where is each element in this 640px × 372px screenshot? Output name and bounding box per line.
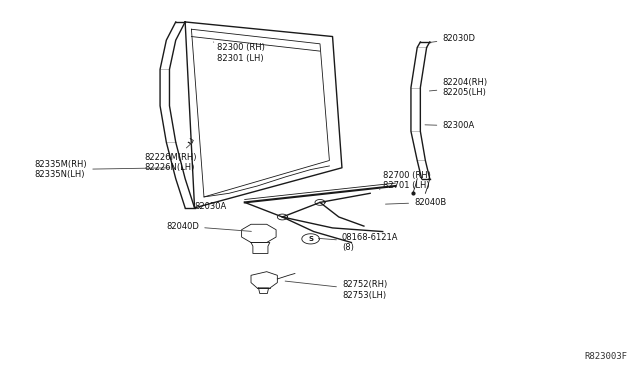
Text: S: S xyxy=(308,236,313,242)
Text: 82300 (RH)
82301 (LH): 82300 (RH) 82301 (LH) xyxy=(213,42,264,62)
Text: 82226M(RH)
82226N(LH): 82226M(RH) 82226N(LH) xyxy=(145,142,197,172)
Text: 82030A: 82030A xyxy=(195,202,227,211)
Text: 08168-6121A
(8): 08168-6121A (8) xyxy=(318,233,399,252)
Text: 82040B: 82040B xyxy=(385,198,446,207)
Text: 82030D: 82030D xyxy=(431,34,476,43)
Text: 82204(RH)
82205(LH): 82204(RH) 82205(LH) xyxy=(429,78,488,97)
Text: 82752(RH)
82753(LH): 82752(RH) 82753(LH) xyxy=(285,280,387,299)
Text: R823003F: R823003F xyxy=(584,352,627,361)
Text: 82335M(RH)
82335N(LH): 82335M(RH) 82335N(LH) xyxy=(35,160,170,179)
Text: 82300A: 82300A xyxy=(425,121,474,130)
Text: 82700 (RH)
82701 (LH): 82700 (RH) 82701 (LH) xyxy=(380,171,431,190)
Text: 82040D: 82040D xyxy=(166,222,252,231)
